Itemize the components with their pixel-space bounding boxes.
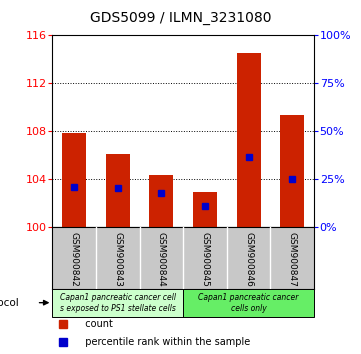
Text: GSM900845: GSM900845 — [200, 232, 209, 286]
Text: GSM900844: GSM900844 — [157, 232, 166, 286]
Bar — [193, 192, 217, 227]
Text: count: count — [79, 319, 112, 329]
Text: GSM900843: GSM900843 — [113, 232, 122, 286]
Text: GSM900842: GSM900842 — [70, 232, 79, 286]
Text: GSM900847: GSM900847 — [288, 232, 297, 286]
Bar — [280, 115, 304, 227]
Bar — [149, 175, 173, 227]
Text: GDS5099 / ILMN_3231080: GDS5099 / ILMN_3231080 — [90, 11, 271, 25]
Text: percentile rank within the sample: percentile rank within the sample — [79, 337, 250, 347]
Text: GSM900846: GSM900846 — [244, 232, 253, 286]
Bar — [183, 289, 314, 317]
Bar — [106, 154, 130, 227]
Text: protocol: protocol — [0, 298, 18, 308]
Bar — [62, 133, 86, 227]
Text: Capan1 pancreatic cancer cell
s exposed to PS1 stellate cells: Capan1 pancreatic cancer cell s exposed … — [60, 293, 176, 313]
Text: Capan1 pancreatic cancer
cells only: Capan1 pancreatic cancer cells only — [199, 293, 299, 313]
Bar — [237, 53, 261, 227]
Bar — [52, 289, 183, 317]
